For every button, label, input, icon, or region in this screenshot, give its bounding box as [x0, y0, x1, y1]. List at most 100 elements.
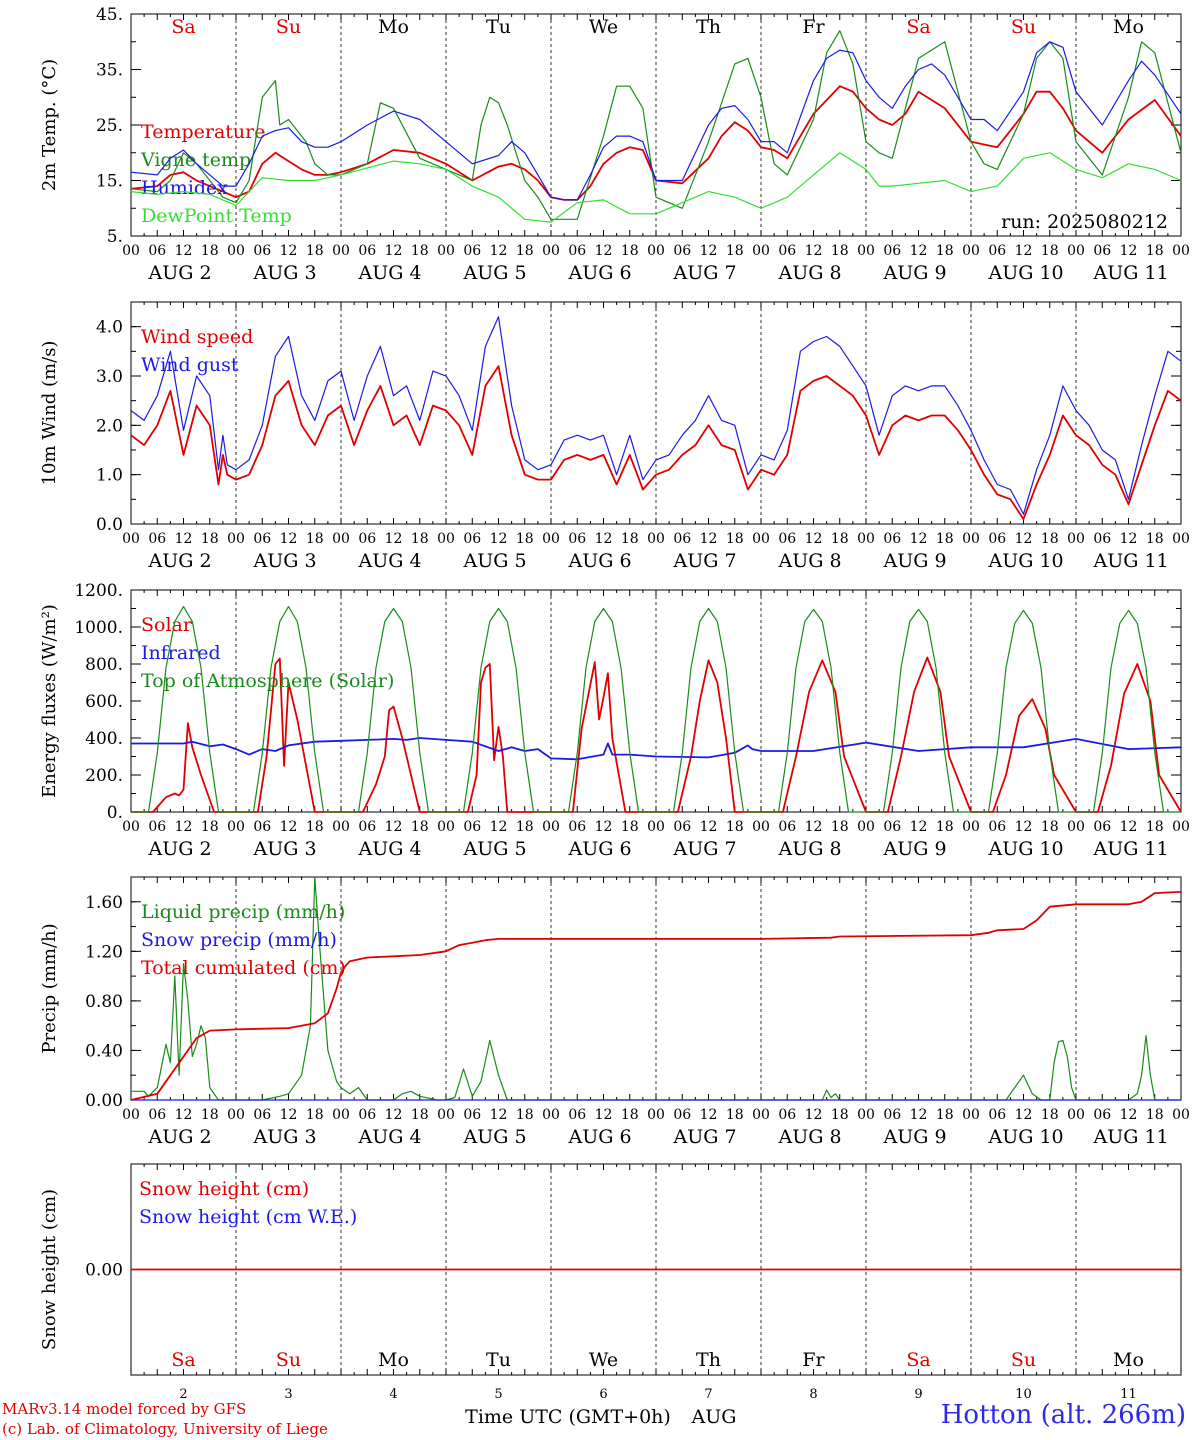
legend-entry: DewPoint Temp: [141, 205, 292, 227]
date-label: AUG 11: [1093, 550, 1169, 572]
date-label: AUG 11: [1093, 262, 1169, 284]
day-number-label: 10: [1015, 1387, 1032, 1402]
legend-entry: Top of Atmosphere (Solar): [141, 670, 394, 692]
hour-tick-label: 12: [910, 819, 928, 835]
hour-tick-label: 06: [568, 531, 586, 547]
date-label: AUG 8: [778, 1126, 842, 1148]
hour-tick-label: 18: [726, 819, 744, 835]
hour-tick-label: 18: [726, 243, 744, 259]
y-tick-label: 15.: [96, 172, 123, 192]
y-tick-label: 600.: [85, 692, 123, 712]
weekday-label: Fr: [802, 1349, 825, 1371]
y-tick-label: 0.40: [85, 1041, 123, 1061]
hour-tick-label: 18: [411, 1107, 429, 1123]
weekday-label: Mo: [378, 16, 409, 38]
y-tick-label: 0.00: [85, 1261, 123, 1281]
hour-tick-label: 12: [280, 531, 298, 547]
hour-tick-label: 18: [1146, 531, 1164, 547]
hour-tick-label: 06: [778, 819, 796, 835]
y-tick-label: 800.: [85, 655, 123, 675]
date-label: AUG 11: [1093, 838, 1169, 860]
weekday-label: We: [589, 16, 618, 38]
y-tick-label: 45.: [96, 5, 123, 25]
run-label: run: 2025080212: [1001, 211, 1168, 233]
weekday-label: Tu: [486, 1349, 511, 1371]
hour-tick-label: 12: [385, 1107, 403, 1123]
hour-tick-label: 00: [647, 243, 665, 259]
y-tick-label: 1.20: [85, 942, 123, 962]
hour-tick-label: 06: [883, 1107, 901, 1123]
date-label: AUG 8: [778, 262, 842, 284]
hour-tick-label: 06: [253, 243, 271, 259]
hour-tick-label: 00: [1172, 1107, 1190, 1123]
legend-entry: Wind gust: [141, 354, 239, 376]
legend-entry: Vigne temp: [140, 149, 251, 171]
hour-tick-label: 12: [280, 819, 298, 835]
weekday-label: Sa: [906, 1349, 930, 1371]
hour-tick-label: 00: [962, 531, 980, 547]
hour-tick-label: 18: [306, 243, 324, 259]
date-label: AUG 3: [253, 262, 317, 284]
hour-tick-label: 12: [910, 1107, 928, 1123]
hour-tick-label: 06: [568, 243, 586, 259]
hour-tick-label: 12: [1015, 819, 1033, 835]
hour-tick-label: 00: [437, 819, 455, 835]
x-axis-title: Time UTC (GMT+0h): [465, 1406, 671, 1428]
hour-tick-label: 00: [857, 819, 875, 835]
y-tick-label: 1.60: [85, 893, 123, 913]
weekday-label: Su: [276, 16, 301, 38]
hour-tick-label: 06: [463, 819, 481, 835]
hour-tick-label: 06: [778, 1107, 796, 1123]
hour-tick-label: 12: [700, 1107, 718, 1123]
hour-tick-label: 06: [568, 1107, 586, 1123]
hour-tick-label: 12: [280, 243, 298, 259]
hour-tick-label: 00: [752, 1107, 770, 1123]
date-label: AUG 4: [358, 838, 422, 860]
day-number-label: 7: [704, 1387, 712, 1402]
weekday-label: Sa: [171, 1349, 195, 1371]
hour-tick-label: 12: [1120, 243, 1138, 259]
hour-tick-label: 12: [175, 1107, 193, 1123]
hour-tick-label: 12: [1015, 1107, 1033, 1123]
hour-tick-label: 18: [1146, 819, 1164, 835]
hour-tick-label: 06: [673, 819, 691, 835]
y-tick-label: 4.0: [96, 318, 123, 338]
series-line-wind-speed: [130, 365, 1182, 520]
series-line-humidex: [130, 41, 1182, 201]
date-label: AUG 10: [988, 838, 1064, 860]
hour-tick-label: 00: [542, 1107, 560, 1123]
day-number-label: 4: [389, 1387, 397, 1402]
series-line-dewpoint-temp: [130, 152, 1182, 223]
hour-tick-label: 00: [857, 243, 875, 259]
hour-tick-label: 06: [148, 1107, 166, 1123]
hour-tick-label: 00: [122, 243, 140, 259]
y-axis-label: Precip (mm/h): [39, 923, 60, 1053]
hour-tick-label: 06: [673, 1107, 691, 1123]
hour-tick-label: 00: [1172, 531, 1190, 547]
hour-tick-label: 18: [411, 819, 429, 835]
hour-tick-label: 00: [752, 531, 770, 547]
hour-tick-label: 12: [1120, 1107, 1138, 1123]
hour-tick-label: 18: [831, 531, 849, 547]
hour-tick-label: 06: [253, 531, 271, 547]
date-label: AUG 10: [988, 262, 1064, 284]
y-tick-label: 5.: [107, 227, 123, 247]
hour-tick-label: 06: [463, 1107, 481, 1123]
y-axis-label: 2m Temp. (°C): [39, 59, 60, 191]
date-label: AUG 7: [673, 1126, 737, 1148]
hour-tick-label: 00: [962, 1107, 980, 1123]
date-label: AUG 9: [883, 262, 947, 284]
hour-tick-label: 06: [568, 819, 586, 835]
hour-tick-label: 12: [490, 819, 508, 835]
day-number-label: 2: [179, 1387, 187, 1402]
hour-tick-label: 06: [148, 531, 166, 547]
hour-tick-label: 00: [647, 1107, 665, 1123]
hour-tick-label: 18: [1041, 1107, 1059, 1123]
hour-tick-label: 18: [936, 819, 954, 835]
hour-tick-label: 06: [148, 243, 166, 259]
hour-tick-label: 18: [516, 531, 534, 547]
hour-tick-label: 12: [175, 819, 193, 835]
hour-tick-label: 06: [1093, 819, 1111, 835]
hour-tick-label: 18: [726, 1107, 744, 1123]
date-label: AUG 9: [883, 1126, 947, 1148]
